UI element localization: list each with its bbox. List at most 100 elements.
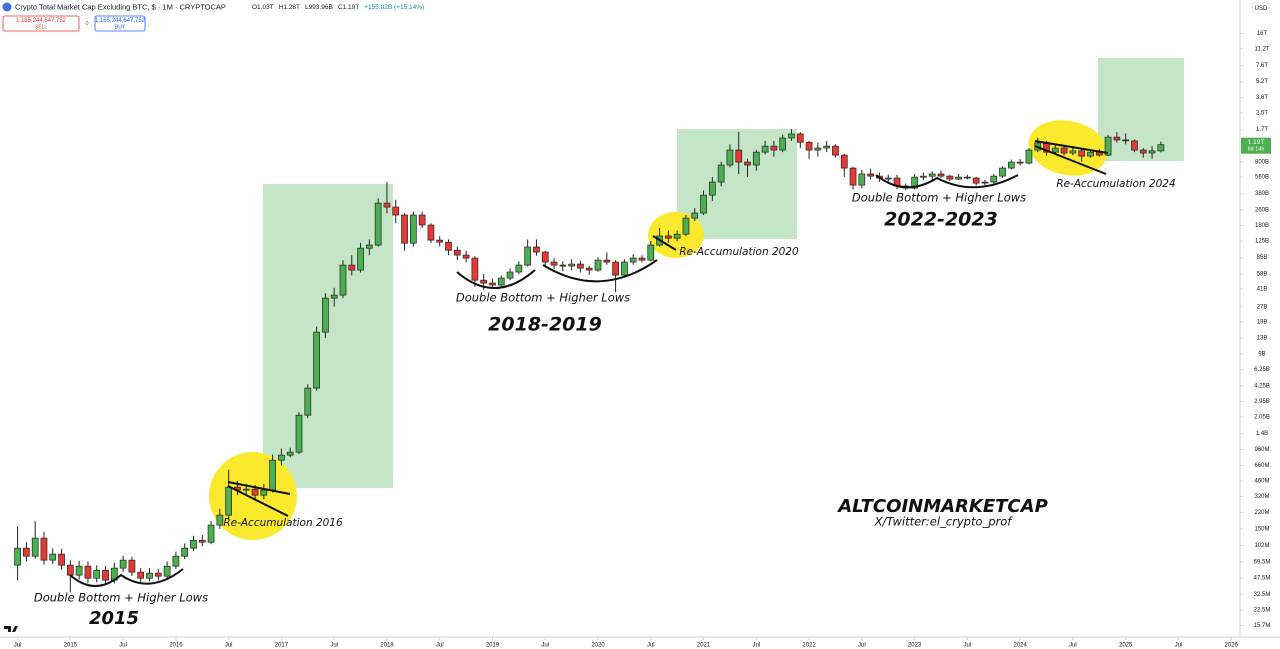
y-tick-label: 69.5M: [1254, 559, 1271, 565]
buy-price: 1,185,244,647,752: [95, 18, 146, 24]
candle-body: [427, 224, 435, 241]
y-tick-label: 7.6T: [1256, 63, 1268, 69]
bottom-curve: [456, 269, 536, 289]
candle-body: [304, 387, 312, 416]
candle-body: [93, 569, 101, 579]
last-price-tag: [1241, 137, 1271, 154]
candle-body: [849, 167, 857, 186]
header-stat: H1.28T: [279, 4, 300, 11]
y-tick-label: 19B: [1257, 319, 1268, 325]
candle-body: [1060, 147, 1068, 154]
y-tick-label: 32.5M: [1254, 592, 1271, 598]
candle-body: [840, 154, 848, 169]
currency: USD: [1255, 6, 1268, 12]
chart-title: Crypto Total Market Cap Excluding BTC, $…: [15, 2, 226, 11]
candle-body: [251, 488, 259, 496]
candle-body: [190, 539, 197, 549]
candle-body: [225, 486, 233, 516]
candle-body: [357, 247, 364, 271]
candle-body: [814, 147, 822, 151]
x-tick-label: Jul: [541, 643, 549, 649]
candle-body: [216, 514, 224, 526]
candle-body: [999, 167, 1006, 177]
annotations: Double Bottom + Higher Lows 2015 Re-Accumu…: [34, 178, 1176, 629]
y-tick-label: 9B: [1258, 351, 1265, 357]
candle-body: [700, 194, 707, 214]
candle-body: [594, 259, 602, 271]
candle-body: [858, 173, 866, 186]
annotation: Double Bottom + Higher Lows: [852, 191, 1026, 205]
candle-body: [383, 202, 391, 208]
candle-body: [23, 547, 30, 557]
y-tick-label: 6.25B: [1254, 367, 1270, 373]
candle-body: [128, 559, 136, 573]
candle-body: [533, 246, 540, 253]
candle-body: [163, 565, 171, 577]
x-tick-label: 2024: [1013, 643, 1027, 649]
candle-body: [972, 177, 980, 184]
x-tick-label: Jul: [330, 643, 338, 649]
candle-body: [779, 137, 787, 151]
candle-body: [401, 214, 408, 244]
x-tick-label: 2026: [1225, 643, 1239, 649]
candle-body: [568, 263, 575, 267]
candle-body: [550, 261, 558, 266]
candle-body: [269, 459, 276, 491]
y-tick-label: 58B: [1257, 272, 1268, 278]
candle-body: [313, 331, 320, 389]
candle-body: [480, 279, 488, 284]
y-tick-label: 22.5M: [1254, 608, 1271, 614]
candle-body: [1113, 136, 1121, 141]
buy-button[interactable]: [94, 15, 146, 32]
bottom-curve: [875, 174, 1019, 189]
candle-body: [832, 145, 839, 156]
x-tick-label: 2019: [486, 643, 500, 649]
annotation: Double Bottom + Higher Lows: [456, 291, 630, 305]
y-tick-label: 11.2T: [1255, 46, 1270, 52]
annotation: X/Twitter:el_crypto_prof: [874, 515, 1014, 529]
candle-body: [524, 246, 532, 266]
spread: 0: [85, 21, 88, 27]
candle-body: [119, 559, 127, 569]
y-tick-label: 380B: [1255, 191, 1269, 197]
sell-button[interactable]: [2, 15, 80, 32]
x-tick-label: 2022: [802, 643, 816, 649]
bottom-curve: [542, 259, 658, 283]
candle-body: [366, 244, 373, 249]
last-price: 1.19T: [1248, 139, 1265, 146]
candle-body: [1131, 140, 1138, 151]
candle-body: [673, 233, 681, 239]
symbol-logo: [2, 2, 12, 12]
candle-body: [990, 175, 998, 183]
candle-body: [761, 145, 769, 153]
y-tick-label: 41B: [1257, 286, 1268, 292]
candle-body: [805, 141, 813, 151]
tv-logo: [4, 626, 18, 632]
candle-body: [392, 206, 400, 216]
y-tick-label: 47.5M: [1254, 576, 1271, 582]
x-tick-label: Jul: [119, 643, 127, 649]
candle-body: [603, 259, 611, 263]
highlight-circle: [1028, 120, 1108, 176]
sell-label: SELL: [35, 24, 47, 30]
candle-body: [418, 214, 426, 226]
x-tick-label: Jul: [647, 643, 655, 649]
trend-line: [227, 485, 289, 517]
candle-body: [981, 181, 989, 184]
candle-body: [744, 161, 751, 166]
y-tick-label: 13B: [1257, 336, 1268, 342]
candle-body: [1069, 150, 1077, 154]
candle-body: [585, 267, 593, 271]
currency-box[interactable]: [1251, 2, 1271, 14]
candle-body: [770, 145, 778, 151]
x-tick-label: 2020: [591, 643, 605, 649]
y-tick-label: 460M: [1254, 479, 1269, 485]
candle-body: [884, 177, 892, 180]
x-tick-label: 2017: [275, 643, 289, 649]
y-tick-label: 320M: [1254, 494, 1269, 500]
header-stats: O1.03T H1.28T L993.96B C1.19T +155.82B (+15.…: [252, 4, 424, 11]
candle-body: [708, 181, 716, 196]
x-tick-label: Jul: [225, 643, 233, 649]
candle-body: [717, 164, 725, 183]
